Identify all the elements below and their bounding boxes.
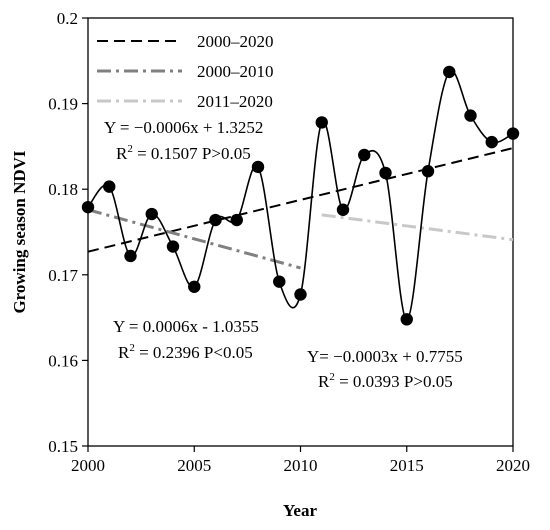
y-tick-label: 0.17 — [48, 266, 78, 285]
data-point — [379, 166, 392, 180]
x-tick-label: 2005 — [177, 456, 211, 475]
data-point — [124, 249, 137, 263]
annotation-2011-2020: Y= −0.0003x + 0.7755 R2 = 0.0393 P>0.05 — [307, 347, 463, 391]
observed-ndvi-line — [87, 69, 514, 321]
data-point — [358, 148, 371, 162]
annotation-2000-2020: Y = −0.0006x + 1.3252 R2 = 0.1507 P>0.05 — [104, 118, 263, 163]
y-axis-title: Growing season NDVI — [10, 150, 29, 313]
data-point — [294, 288, 307, 301]
annotation-equation: Y= −0.0003x + 0.7755 — [307, 347, 463, 366]
axis-ticks: 2000 2005 2010 2015 2020 0.15 0.16 0.17 0.18 0.19… — [48, 9, 530, 475]
legend-label-2011-2020: 2011–2020 — [197, 92, 273, 111]
legend-label-2000-2020: 2000–2020 — [197, 32, 274, 51]
data-point — [400, 313, 413, 326]
y-tick-label: 0.18 — [48, 180, 78, 199]
data-point — [506, 127, 520, 140]
data-point — [166, 240, 180, 253]
trend-line-2000-2010 — [87, 208, 301, 270]
data-point — [103, 180, 116, 193]
y-tick-label: 0.16 — [48, 351, 78, 370]
data-point — [145, 207, 158, 221]
x-tick-label: 2010 — [284, 456, 318, 475]
data-point — [464, 109, 477, 122]
trend-line-2000-2020 — [87, 147, 514, 253]
legend: 2000–2020 2000–2010 2011–2020 — [97, 32, 274, 111]
trend-line-2011-2020 — [321, 213, 514, 242]
annotation-2000-2010: Y = 0.0006x - 1.0355 R2 = 0.2396 P<0.05 — [113, 317, 259, 362]
data-point — [209, 213, 222, 227]
data-point — [336, 203, 350, 216]
data-point — [273, 275, 286, 288]
data-point — [421, 165, 435, 178]
series-layer — [81, 65, 520, 326]
data-point — [81, 200, 95, 214]
data-point — [230, 213, 243, 227]
data-point — [315, 116, 328, 129]
y-tick-label: 0.2 — [57, 9, 78, 28]
legend-label-2000-2010: 2000–2010 — [197, 62, 274, 81]
annotation-r2: R2 = 0.1507 P>0.05 — [116, 143, 251, 163]
data-point — [443, 65, 456, 79]
annotation-equation: Y = −0.0006x + 1.3252 — [104, 118, 263, 137]
y-tick-label: 0.19 — [48, 95, 78, 114]
x-tick-label: 2020 — [496, 456, 530, 475]
annotation-r2: R2 = 0.2396 P<0.05 — [118, 342, 253, 362]
x-tick-label: 2000 — [71, 456, 105, 475]
x-axis-title: Year — [283, 501, 317, 520]
annotation-equation: Y = 0.0006x - 1.0355 — [113, 317, 259, 336]
y-tick-label: 0.15 — [48, 437, 78, 456]
data-point — [188, 280, 201, 293]
x-tick-label: 2015 — [390, 456, 424, 475]
data-point — [251, 160, 265, 174]
annotation-r2: R2 = 0.0393 P>0.05 — [318, 371, 453, 391]
data-point — [485, 135, 498, 149]
